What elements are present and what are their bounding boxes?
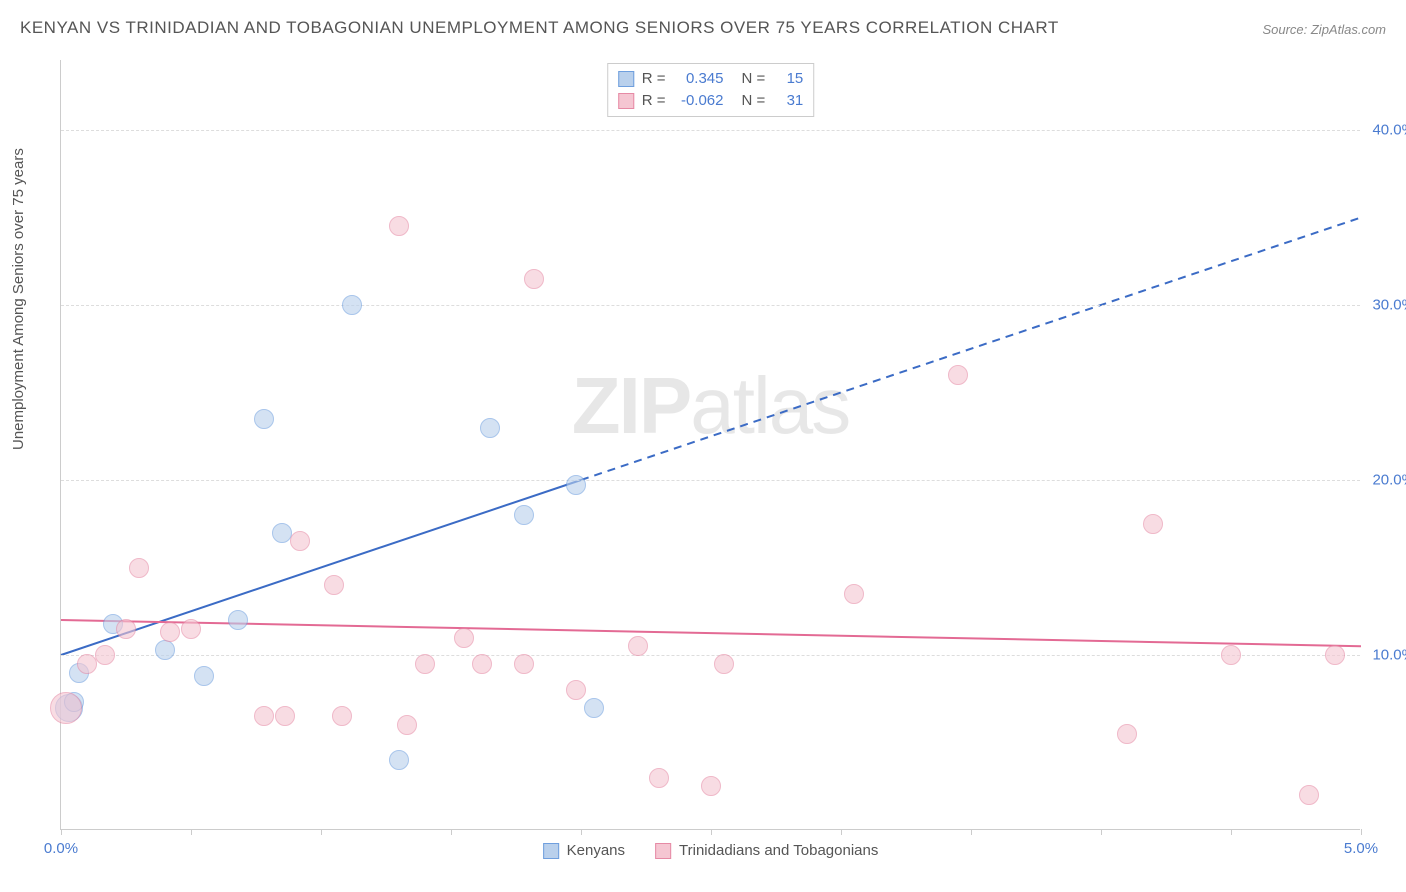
scatter-point [1143, 514, 1163, 534]
scatter-point [524, 269, 544, 289]
correlation-legend: R = 0.345 N = 15 R = -0.062 N = 31 [607, 63, 815, 117]
r-label: R = [642, 90, 666, 112]
scatter-point [628, 636, 648, 656]
scatter-point [272, 523, 292, 543]
scatter-point [514, 654, 534, 674]
series-label: Kenyans [567, 842, 625, 859]
x-tick-label: 0.0% [44, 840, 78, 857]
correlation-legend-row: R = -0.062 N = 31 [618, 90, 804, 112]
y-tick-label: 20.0% [1372, 472, 1406, 489]
series-label: Trinidadians and Tobagonians [679, 842, 878, 859]
scatter-point [389, 216, 409, 236]
r-value: -0.062 [674, 90, 724, 112]
y-tick-label: 40.0% [1372, 122, 1406, 139]
y-tick-label: 10.0% [1372, 647, 1406, 664]
scatter-point [948, 365, 968, 385]
scatter-point [194, 666, 214, 686]
x-tick [451, 829, 452, 835]
n-value: 31 [773, 90, 803, 112]
legend-swatch [618, 71, 634, 87]
chart-source: Source: ZipAtlas.com [1262, 22, 1386, 37]
series-legend-item: Kenyans [543, 842, 625, 859]
x-tick [581, 829, 582, 835]
n-label: N = [742, 68, 766, 90]
scatter-point [701, 776, 721, 796]
scatter-point [228, 610, 248, 630]
chart-title: KENYAN VS TRINIDADIAN AND TOBAGONIAN UNE… [20, 18, 1059, 38]
x-tick-label: 5.0% [1344, 840, 1378, 857]
plot-area: ZIPatlas R =0.345N =15R =-0.062N =31 Ken… [60, 60, 1360, 830]
scatter-point [95, 645, 115, 665]
scatter-point [472, 654, 492, 674]
legend-swatch [543, 843, 559, 859]
scatter-point [254, 706, 274, 726]
x-tick [1101, 829, 1102, 835]
scatter-point [389, 750, 409, 770]
scatter-point [844, 584, 864, 604]
gridline [61, 305, 1360, 306]
scatter-point [254, 409, 274, 429]
scatter-point [714, 654, 734, 674]
scatter-point [415, 654, 435, 674]
scatter-point [1117, 724, 1137, 744]
correlation-legend-row: R = 0.345 N = 15 [618, 68, 804, 90]
scatter-point [514, 505, 534, 525]
n-label: N = [742, 90, 766, 112]
scatter-point [181, 619, 201, 639]
scatter-point [116, 619, 136, 639]
y-axis-label: Unemployment Among Seniors over 75 years [10, 148, 27, 450]
scatter-point [454, 628, 474, 648]
scatter-point [584, 698, 604, 718]
scatter-point [160, 622, 180, 642]
watermark: ZIPatlas [572, 360, 849, 452]
x-tick [971, 829, 972, 835]
series-legend-item: Trinidadians and Tobagonians [655, 842, 878, 859]
scatter-point [77, 654, 97, 674]
r-value: 0.345 [674, 68, 724, 90]
gridline [61, 130, 1360, 131]
scatter-point [129, 558, 149, 578]
scatter-point [566, 680, 586, 700]
scatter-point [1221, 645, 1241, 665]
gridline [61, 655, 1360, 656]
n-value: 15 [773, 68, 803, 90]
x-tick [61, 829, 62, 835]
watermark-rest: atlas [690, 361, 849, 450]
series-legend: Kenyans Trinidadians and Tobagonians [543, 842, 879, 859]
x-tick [711, 829, 712, 835]
scatter-point [324, 575, 344, 595]
x-tick [191, 829, 192, 835]
scatter-point [649, 768, 669, 788]
y-tick-label: 30.0% [1372, 297, 1406, 314]
x-tick [841, 829, 842, 835]
scatter-point [1299, 785, 1319, 805]
x-tick [1231, 829, 1232, 835]
scatter-point [332, 706, 352, 726]
x-tick [1361, 829, 1362, 835]
scatter-point [50, 692, 82, 724]
watermark-bold: ZIP [572, 361, 690, 450]
scatter-point [566, 475, 586, 495]
x-tick [321, 829, 322, 835]
scatter-point [480, 418, 500, 438]
gridline [61, 480, 1360, 481]
r-label: R = [642, 68, 666, 90]
legend-swatch [618, 93, 634, 109]
scatter-point [1325, 645, 1345, 665]
scatter-point [397, 715, 417, 735]
scatter-point [342, 295, 362, 315]
scatter-point [275, 706, 295, 726]
scatter-point [155, 640, 175, 660]
legend-swatch [655, 843, 671, 859]
scatter-point [290, 531, 310, 551]
